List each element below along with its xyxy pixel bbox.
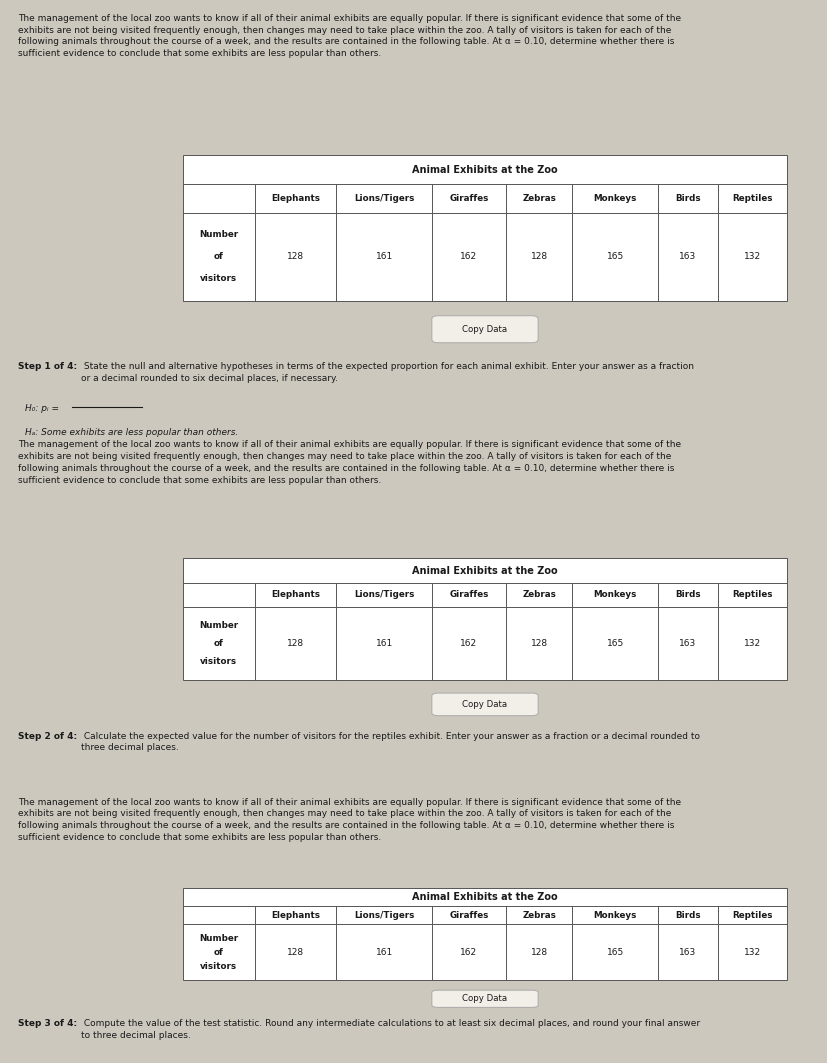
FancyBboxPatch shape xyxy=(432,990,538,1008)
Text: Monkeys: Monkeys xyxy=(593,193,636,203)
Text: Giraffes: Giraffes xyxy=(449,590,488,600)
Text: 128: 128 xyxy=(287,252,304,261)
Text: Reptiles: Reptiles xyxy=(732,193,772,203)
Text: 128: 128 xyxy=(287,639,304,648)
Text: Giraffes: Giraffes xyxy=(449,911,488,919)
Bar xyxy=(183,558,786,680)
Text: Number: Number xyxy=(199,230,238,239)
Text: Monkeys: Monkeys xyxy=(593,590,636,600)
Text: 132: 132 xyxy=(743,948,760,957)
Text: 162: 162 xyxy=(460,948,477,957)
Text: Number: Number xyxy=(199,934,238,943)
Text: H₀: pᵢ =: H₀: pᵢ = xyxy=(25,404,59,412)
Text: 132: 132 xyxy=(743,639,760,648)
Text: The management of the local zoo wants to know if all of their animal exhibits ar: The management of the local zoo wants to… xyxy=(18,797,681,842)
Text: 163: 163 xyxy=(679,948,696,957)
Text: Reptiles: Reptiles xyxy=(732,590,772,600)
Text: Animal Exhibits at the Zoo: Animal Exhibits at the Zoo xyxy=(412,892,557,902)
Text: Birds: Birds xyxy=(674,911,700,919)
Text: Step 2 of 4:: Step 2 of 4: xyxy=(18,731,77,741)
Text: Number: Number xyxy=(199,621,238,629)
Text: Lions/Tigers: Lions/Tigers xyxy=(353,911,414,919)
Text: 128: 128 xyxy=(530,252,547,261)
Text: 132: 132 xyxy=(743,252,760,261)
Text: of: of xyxy=(213,252,223,261)
Text: 161: 161 xyxy=(375,948,392,957)
Text: Animal Exhibits at the Zoo: Animal Exhibits at the Zoo xyxy=(412,165,557,174)
Text: Step 3 of 4:: Step 3 of 4: xyxy=(18,1019,77,1029)
Text: 162: 162 xyxy=(460,639,477,648)
Text: Elephants: Elephants xyxy=(271,193,320,203)
Text: visitors: visitors xyxy=(200,657,237,667)
Text: 161: 161 xyxy=(375,252,392,261)
Text: 165: 165 xyxy=(605,948,623,957)
Text: Copy Data: Copy Data xyxy=(462,994,507,1003)
Text: Step 1 of 4:: Step 1 of 4: xyxy=(18,361,77,371)
Text: 128: 128 xyxy=(530,948,547,957)
Text: The management of the local zoo wants to know if all of their animal exhibits ar: The management of the local zoo wants to… xyxy=(18,14,681,58)
Text: of: of xyxy=(213,639,223,648)
Bar xyxy=(183,888,786,980)
Text: 162: 162 xyxy=(460,252,477,261)
Text: Elephants: Elephants xyxy=(271,590,320,600)
Text: visitors: visitors xyxy=(200,274,237,283)
Text: State the null and alternative hypotheses in terms of the expected proportion fo: State the null and alternative hypothese… xyxy=(81,361,694,383)
Text: Reptiles: Reptiles xyxy=(732,911,772,919)
Text: 163: 163 xyxy=(679,639,696,648)
Text: Elephants: Elephants xyxy=(271,911,320,919)
Text: Lions/Tigers: Lions/Tigers xyxy=(353,193,414,203)
Text: Compute the value of the test statistic. Round any intermediate calculations to : Compute the value of the test statistic.… xyxy=(81,1019,700,1041)
FancyBboxPatch shape xyxy=(432,316,538,342)
Text: visitors: visitors xyxy=(200,962,237,971)
Text: Animal Exhibits at the Zoo: Animal Exhibits at the Zoo xyxy=(412,566,557,576)
Text: Monkeys: Monkeys xyxy=(593,911,636,919)
Text: 161: 161 xyxy=(375,639,392,648)
Text: 128: 128 xyxy=(530,639,547,648)
Text: Zebras: Zebras xyxy=(522,193,556,203)
Text: 165: 165 xyxy=(605,639,623,648)
Bar xyxy=(183,155,786,301)
Text: Copy Data: Copy Data xyxy=(462,699,507,709)
Text: Calculate the expected value for the number of visitors for the reptiles exhibit: Calculate the expected value for the num… xyxy=(81,731,700,753)
Text: Birds: Birds xyxy=(674,590,700,600)
FancyBboxPatch shape xyxy=(432,693,538,715)
Text: 165: 165 xyxy=(605,252,623,261)
Text: Lions/Tigers: Lions/Tigers xyxy=(353,590,414,600)
Text: The management of the local zoo wants to know if all of their animal exhibits ar: The management of the local zoo wants to… xyxy=(18,440,681,485)
Text: of: of xyxy=(213,948,223,957)
Text: Giraffes: Giraffes xyxy=(449,193,488,203)
Text: 128: 128 xyxy=(287,948,304,957)
Text: Zebras: Zebras xyxy=(522,590,556,600)
Text: Birds: Birds xyxy=(674,193,700,203)
Text: Copy Data: Copy Data xyxy=(462,324,507,334)
Text: Zebras: Zebras xyxy=(522,911,556,919)
Text: 163: 163 xyxy=(679,252,696,261)
Text: Hₐ: Some exhibits are less popular than others.: Hₐ: Some exhibits are less popular than … xyxy=(25,428,237,437)
